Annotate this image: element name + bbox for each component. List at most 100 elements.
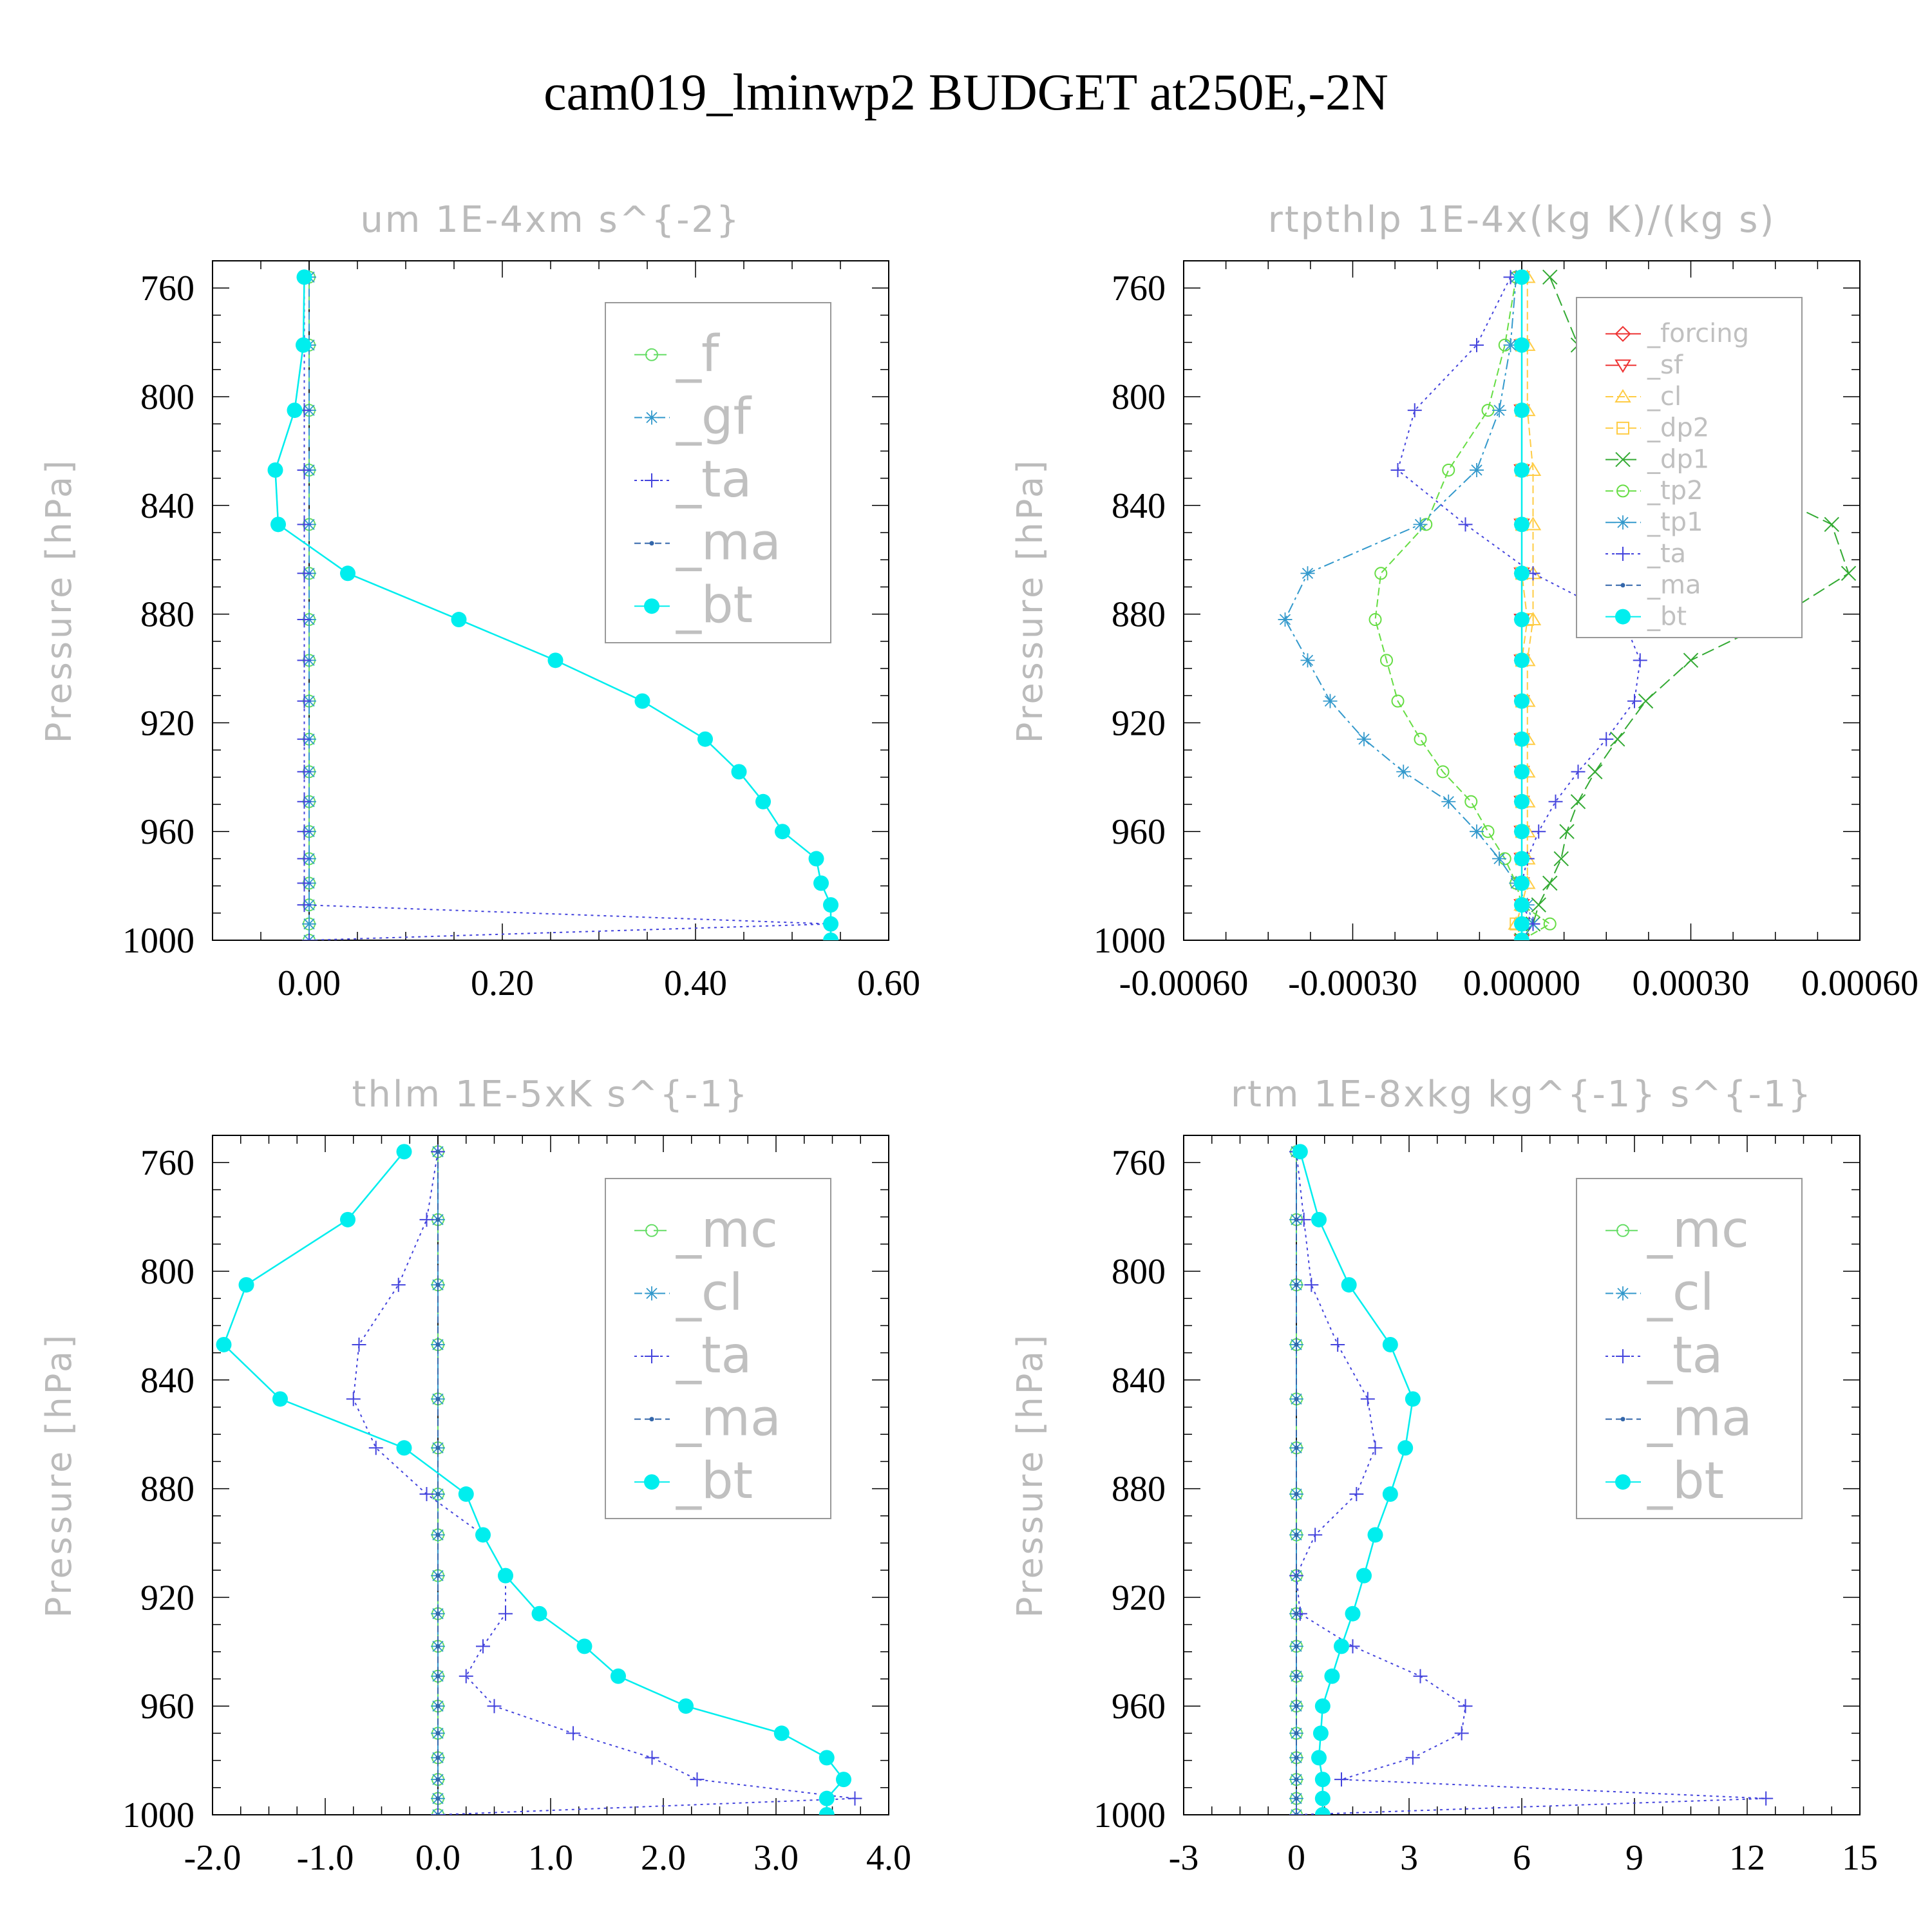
data-point	[451, 612, 467, 628]
y-tick-label: 800	[1112, 377, 1166, 417]
legend-marker	[1620, 1417, 1625, 1422]
panel-2: rtpthlp 1E-4x(kg K)/(kg s) Pressure [hPa]…	[1010, 199, 1918, 1003]
legend-item-cl: _cl	[634, 1264, 743, 1321]
y-tick-label: 1000	[1094, 921, 1166, 961]
legend-marker	[649, 541, 654, 546]
x-tick-label: -3	[1169, 1838, 1199, 1878]
data-point	[296, 337, 311, 353]
legend-item-tp2: _tp2	[1605, 476, 1703, 506]
legend-marker	[1616, 421, 1629, 435]
y-tick-label: 920	[1112, 703, 1166, 743]
data-point	[1553, 851, 1569, 867]
data-point	[1304, 1278, 1319, 1293]
data-point	[458, 1486, 474, 1502]
data-point	[498, 1567, 513, 1584]
panel-title: rtpthlp 1E-4x(kg K)/(kg s)	[1268, 199, 1776, 241]
y-tick-label: 840	[1112, 1361, 1166, 1401]
data-point	[1300, 566, 1315, 581]
legend-label: _ta	[676, 1327, 752, 1385]
data-point	[435, 1532, 440, 1537]
data-point	[1492, 851, 1506, 866]
data-point	[1638, 693, 1654, 709]
series-layer	[1278, 269, 1857, 940]
data-point	[1524, 462, 1542, 476]
legend-marker	[1615, 1474, 1631, 1490]
series-ta	[1289, 1144, 1774, 1815]
data-point	[823, 897, 838, 913]
x-tick-label: 3.0	[753, 1838, 799, 1878]
y-tick-label: 760	[1112, 269, 1166, 308]
series-ma	[435, 1149, 440, 1815]
data-point	[1357, 732, 1371, 746]
data-point	[1396, 764, 1411, 779]
legend-box	[1576, 297, 1803, 638]
legend-item-bt: _bt	[634, 576, 753, 634]
y-tick-label: 840	[140, 1361, 194, 1401]
legend-label: _forcing	[1647, 319, 1749, 348]
data-point	[576, 1638, 592, 1654]
data-point	[302, 933, 316, 940]
y-tick-label: 840	[1112, 486, 1166, 526]
data-point	[368, 1441, 383, 1455]
legend-marker	[1620, 583, 1625, 588]
data-point	[1514, 337, 1530, 353]
y-axis-label: Pressure [hPa]	[39, 1332, 79, 1618]
series-layer	[216, 1144, 862, 1815]
legend-item-ma: _ma	[634, 1390, 781, 1448]
data-point	[1294, 1755, 1299, 1760]
data-point	[1514, 693, 1530, 709]
legend-item-dp1: _dp1	[1605, 444, 1709, 474]
data-point	[1514, 851, 1530, 867]
data-point	[1294, 1342, 1299, 1347]
data-point	[1543, 917, 1557, 931]
x-tick-label: 0.20	[471, 963, 534, 1003]
legend-marker	[644, 598, 659, 614]
data-point	[297, 732, 312, 746]
data-point	[1414, 732, 1427, 746]
data-point	[498, 1606, 513, 1621]
y-tick-label: 1000	[122, 921, 194, 961]
data-point	[690, 1772, 705, 1787]
data-point	[1570, 794, 1586, 810]
x-tick-label: 0.60	[857, 963, 920, 1003]
data-point	[1407, 403, 1422, 418]
data-point	[813, 875, 829, 891]
data-point	[1514, 875, 1530, 891]
legend-label: _ma	[676, 1390, 781, 1448]
data-point	[1514, 565, 1530, 582]
x-tick-label: 1.0	[528, 1838, 573, 1878]
legend-label: _cl	[676, 1264, 743, 1321]
data-point	[435, 1674, 440, 1679]
x-tick-label: 12	[1729, 1838, 1765, 1878]
data-point	[1470, 462, 1484, 477]
data-point	[611, 1668, 626, 1684]
data-point	[1331, 1337, 1345, 1352]
data-point	[1294, 1611, 1299, 1616]
legend-item-ma: _ma	[1605, 571, 1701, 600]
y-tick-label: 960	[1112, 1687, 1166, 1727]
legend-box	[605, 1178, 831, 1519]
data-point	[1380, 654, 1393, 667]
data-point	[547, 652, 564, 668]
legend-label: _f	[676, 325, 720, 383]
legend-label: _mc	[676, 1201, 778, 1259]
data-point	[1294, 1796, 1299, 1801]
data-point	[435, 1396, 440, 1401]
series-bt	[1514, 269, 1530, 940]
data-point	[1294, 1703, 1299, 1709]
x-tick-label: 0.00060	[1801, 963, 1918, 1003]
legend: _mc_cl _ta_ma_bt	[605, 1178, 831, 1519]
x-tick-label: 0.00030	[1633, 963, 1750, 1003]
data-point	[1367, 1527, 1383, 1543]
data-point	[1514, 897, 1530, 913]
data-point	[435, 1643, 440, 1649]
data-point	[1289, 1808, 1303, 1815]
series-line	[1299, 1151, 1414, 1815]
data-point	[1382, 1336, 1398, 1352]
data-point	[1571, 764, 1586, 779]
legend-marker	[1616, 515, 1630, 530]
legend-label: _bt	[1647, 601, 1687, 631]
y-tick-label: 760	[1112, 1143, 1166, 1183]
data-point	[435, 1445, 440, 1450]
